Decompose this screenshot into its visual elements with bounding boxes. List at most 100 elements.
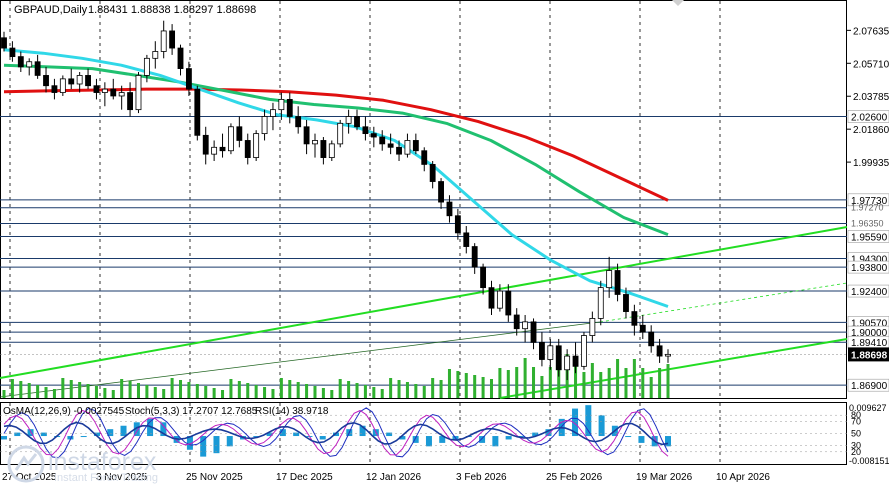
candle-body [513, 314, 520, 330]
candle-body [665, 353, 671, 357]
osma-bar [625, 436, 632, 438]
osma-bar [638, 436, 645, 443]
osma-bar [133, 422, 140, 437]
candle-body [118, 92, 125, 97]
oscillator-level-label: 30 [851, 441, 861, 451]
osma-bar [200, 436, 207, 457]
osma-bar [67, 436, 74, 440]
logo-wordmark: instaforex [48, 448, 157, 476]
osma-bar [505, 436, 512, 440]
candle-body [278, 98, 285, 111]
x-tick-label: 3 Nov 2025 [96, 472, 148, 483]
candle-body [454, 215, 461, 234]
candle-body [362, 126, 369, 135]
candle-body [202, 134, 209, 155]
osma-bar [213, 436, 220, 454]
candle-body [505, 290, 512, 316]
candle-body [127, 92, 133, 111]
level-label-minor: 1.96350 [851, 218, 884, 228]
oscillator-level-label: 80 [851, 410, 861, 420]
logo-tagline: Instant Forex Trading [54, 472, 158, 484]
osma-bar [107, 429, 114, 437]
level-label: 1.90000 [851, 328, 888, 339]
trendline-mid [0, 321, 601, 398]
candles [1, 20, 671, 381]
candle-body [143, 57, 150, 76]
x-tick-label: 25 Nov 2025 [186, 472, 243, 483]
candle-body [446, 201, 453, 217]
osma-bar [266, 432, 273, 437]
candle-body [85, 75, 91, 87]
candle-body [404, 140, 411, 155]
horizontal-levels [0, 116, 847, 386]
current-price-box [848, 347, 889, 362]
candle-body [539, 341, 545, 360]
candle-body [68, 78, 75, 85]
osma-bar [14, 432, 21, 437]
candle-body [286, 98, 293, 117]
stoch-label: Stoch(5,3,3) 17.2707 12.7685 [125, 406, 258, 417]
candle-body [421, 150, 428, 165]
rsi-label: RSI(14) 38.9718 [255, 406, 329, 417]
candle-body [656, 345, 663, 357]
candle-body [463, 232, 470, 247]
candle-body [496, 290, 503, 309]
osma-label: OsMA(12,26,9) -0.0027545 [3, 406, 125, 417]
candle-body [337, 122, 344, 145]
candle-body [312, 140, 318, 145]
candle-body [572, 355, 579, 367]
candle-body [581, 335, 587, 367]
level-label-box [847, 378, 889, 392]
candle-body [639, 324, 646, 333]
candle-body [555, 345, 562, 371]
candle-body [597, 287, 604, 319]
candle-body [530, 321, 537, 343]
candle-body [261, 116, 268, 135]
candle-body [253, 133, 260, 158]
y-tick-label: 2.01860 [853, 125, 889, 136]
osma-bar [27, 429, 34, 437]
candle-body [51, 85, 58, 93]
y-tick-label: 1.99935 [853, 158, 889, 169]
osma-bar [572, 408, 579, 437]
candle-body [76, 75, 83, 85]
candle-body [26, 61, 33, 68]
candle-body [236, 126, 243, 141]
osma-bar [359, 425, 366, 437]
candle-body [9, 47, 16, 58]
osma-bar [399, 436, 406, 440]
osma-bar [545, 429, 552, 437]
candle-body [17, 56, 24, 68]
osma-scale-label: -0.008151 [849, 456, 889, 466]
candle-body [93, 85, 100, 93]
x-tick-label: 19 Mar 2026 [636, 472, 693, 483]
level-label: 1.86900 [851, 381, 888, 392]
candle-body [589, 318, 596, 336]
candle-body [1, 37, 7, 49]
osma-bar [226, 436, 233, 447]
osma-bar [253, 436, 260, 438]
level-label-box [847, 110, 889, 123]
chart-title: GBPAUD,Daily [14, 4, 88, 16]
candle-body [110, 88, 117, 97]
oscillator-level-label: 20 [851, 447, 861, 457]
candle-body [412, 140, 419, 152]
osma-bar [80, 436, 87, 438]
scroll-marker-icon[interactable] [672, 0, 684, 6]
stoch-signal-line [3, 409, 669, 457]
osma-bar [665, 436, 671, 447]
osma-bar [319, 436, 326, 440]
level-label: 1.93800 [851, 263, 888, 274]
candle-body [303, 126, 310, 145]
candle-body [160, 30, 167, 52]
candle-body [328, 143, 335, 158]
candle-body [438, 181, 444, 203]
osma-bar [120, 425, 127, 437]
x-tick-label: 12 Jan 2026 [366, 472, 421, 483]
ma-green-line [3, 63, 669, 236]
osma-bar [1, 436, 7, 440]
ohlc-readout: 1.88431 1.88838 1.88297 1.88698 [88, 4, 256, 16]
candle-body [522, 321, 529, 330]
